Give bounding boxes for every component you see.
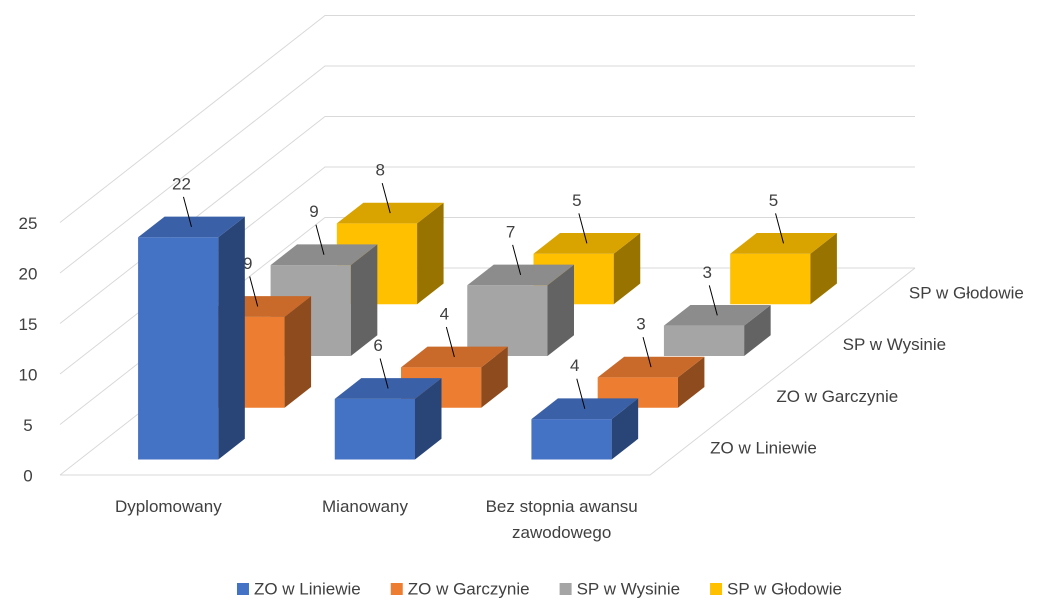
leader-line: [775, 213, 785, 244]
bar-side: [218, 216, 245, 460]
bar-side: [677, 356, 705, 408]
bar-top: [336, 202, 444, 224]
grid-line: [59, 65, 915, 274]
legend-label: SP w Wysinie: [577, 579, 680, 598]
bar-front: [467, 285, 548, 356]
data-label: 7: [506, 222, 515, 241]
bar-side: [417, 202, 444, 305]
data-label: 4: [440, 304, 449, 323]
bar-side: [284, 296, 312, 408]
data-label: 8: [375, 161, 384, 180]
data-label: 22: [172, 174, 191, 193]
legend-label: SP w Głodowie: [727, 579, 842, 598]
data-label: 4: [570, 356, 579, 375]
legend-swatch: [390, 583, 403, 595]
legend-label: ZO w Liniewie: [254, 579, 361, 598]
x-tick-label: Mianowany: [322, 497, 408, 516]
legend-swatch: [559, 583, 572, 595]
bar-side: [547, 264, 574, 356]
data-label: 9: [309, 202, 318, 221]
leader-line: [249, 276, 259, 307]
leader-line: [642, 336, 652, 368]
data-label: 5: [769, 191, 778, 210]
bar-side: [810, 233, 837, 305]
bar-front: [138, 237, 219, 460]
bar: [663, 304, 771, 356]
bar-front: [730, 253, 811, 305]
depth-label: SP w Głodowie: [909, 283, 1024, 302]
y-tick-label: 15: [19, 315, 38, 334]
leader-line: [379, 358, 389, 389]
legend-swatch: [710, 583, 723, 595]
leader-line: [182, 196, 192, 228]
bar: [730, 233, 837, 305]
data-label: 3: [703, 263, 712, 282]
y-tick-label: 10: [19, 365, 38, 384]
depth-label: ZO w Liniewie: [710, 439, 817, 458]
data-label: 3: [636, 315, 645, 334]
x-tick-label: Dyplomowany: [114, 497, 222, 516]
data-label: 5: [572, 191, 581, 210]
leader-line: [512, 244, 522, 276]
bar-side: [350, 244, 378, 356]
depth-label: ZO w Garczynie: [776, 387, 898, 406]
y-tick-label: 25: [19, 214, 38, 233]
leader-line: [381, 182, 391, 214]
x-tick-label: Bez stopnia awansu zawodowego: [485, 497, 638, 542]
leader-line: [576, 378, 586, 409]
data-label: 6: [373, 336, 382, 355]
bar-side: [744, 304, 771, 356]
data-label: 9: [243, 254, 252, 273]
bar-front: [663, 325, 745, 356]
bar: [138, 216, 245, 460]
leader-line: [315, 224, 325, 255]
floor-edge: [60, 267, 916, 476]
bar-side: [613, 233, 641, 305]
bar: [334, 378, 442, 460]
y-tick-label: 0: [23, 466, 32, 485]
bar-front: [531, 419, 612, 460]
y-tick-label: 20: [19, 264, 38, 283]
bar: [467, 264, 574, 356]
leader-line: [445, 326, 455, 358]
bar-side: [414, 378, 442, 460]
bar-side: [481, 346, 508, 408]
legend-label: ZO w Garczynie: [408, 579, 530, 598]
y-tick-label: 5: [23, 416, 32, 435]
bar-front: [334, 398, 415, 460]
leader-line: [708, 285, 718, 316]
bar-side: [611, 398, 639, 460]
depth-label: SP w Wysinie: [843, 335, 946, 354]
leader-line: [578, 213, 588, 244]
grid-line: [59, 15, 915, 223]
legend-swatch: [236, 583, 249, 595]
